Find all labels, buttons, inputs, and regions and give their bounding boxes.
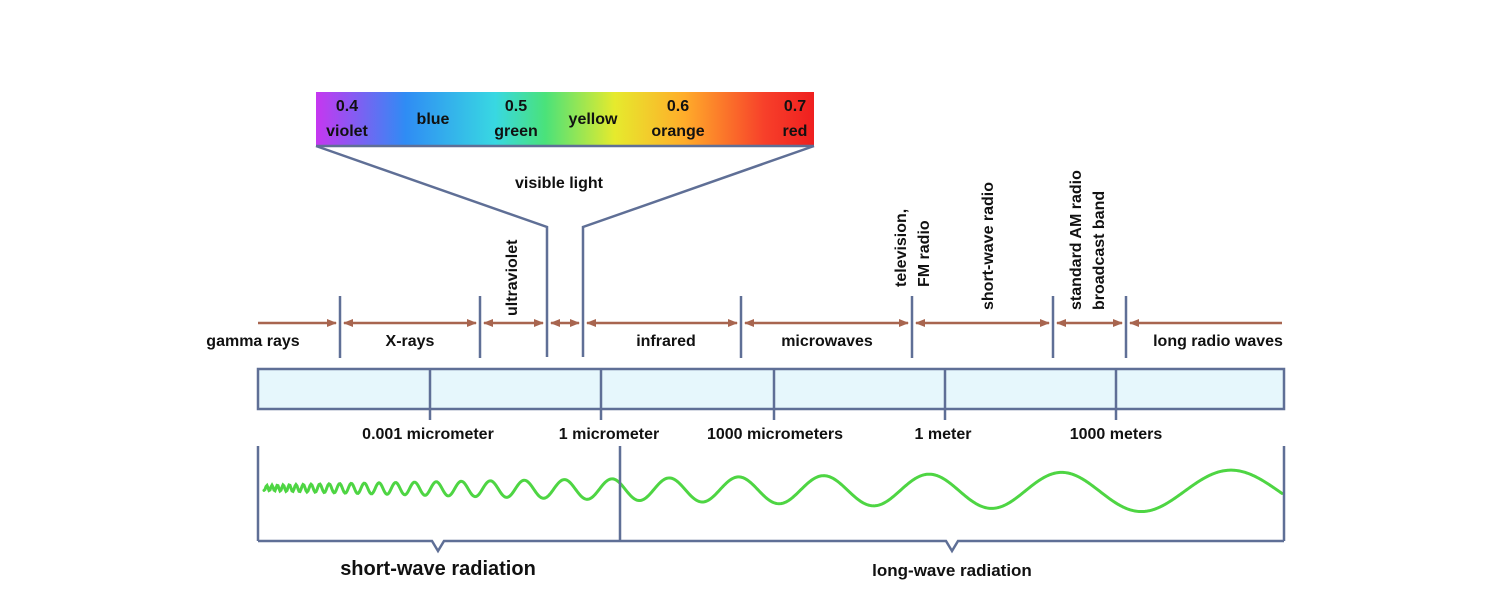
band-label-x-rays: X-rays	[386, 333, 435, 350]
band-label-microwaves: microwaves	[781, 333, 873, 350]
visible-cell-red: 0.7 red	[783, 98, 808, 140]
visible-name-orange: orange	[651, 123, 704, 140]
long-wave-brace	[620, 539, 1284, 554]
visible-name-violet: violet	[326, 123, 368, 140]
short-wave-radiation-label: short-wave radiation	[340, 558, 536, 580]
visible-cell-yellow: yellow	[569, 111, 618, 128]
scale-label-1: 1 micrometer	[559, 426, 660, 443]
visible-name-red: red	[783, 123, 808, 140]
band-label-gamma-rays: gamma rays	[206, 333, 299, 350]
visible-light-label: visible light	[515, 175, 604, 192]
long-wave-radiation-label: long-wave radiation	[872, 561, 1032, 580]
visible-name-green: green	[494, 123, 538, 140]
scale-label-0: 0.001 micrometer	[362, 426, 494, 443]
visible-cell-blue: blue	[417, 111, 450, 128]
wavelength-scale-bar	[256, 367, 1286, 411]
band-label-ultraviolet: ultraviolet	[504, 239, 521, 316]
visible-funnel-right	[581, 144, 815, 357]
band-label-infrared: infrared	[636, 333, 696, 350]
visible-value-green: 0.5	[505, 98, 527, 115]
band-label-long-radio-waves: long radio waves	[1153, 333, 1283, 350]
visible-cell-green: 0.5 green	[494, 98, 538, 140]
visible-spectrum-bar	[316, 92, 814, 146]
band-label-television: television,	[893, 209, 910, 287]
visible-name-blue: blue	[417, 111, 450, 128]
radiation-braces	[256, 446, 1286, 554]
band-label-short-wave-radio: short-wave radio	[980, 182, 997, 310]
scale-label-4: 1000 meters	[1070, 426, 1163, 443]
visible-cell-violet: 0.4 violet	[326, 98, 368, 140]
band-label-standard-am-radio: standard AM radio	[1068, 170, 1085, 310]
visible-cell-orange: 0.6 orange	[651, 98, 704, 140]
scale-ticks	[428, 369, 1118, 420]
visible-value-violet: 0.4	[336, 98, 358, 115]
radiation-wave	[262, 468, 1284, 514]
visible-funnel-left	[315, 144, 549, 357]
visible-name-yellow: yellow	[569, 111, 618, 128]
band-label-fm-radio: FM radio	[916, 220, 933, 287]
short-wave-brace	[258, 539, 620, 554]
visible-value-red: 0.7	[784, 98, 806, 115]
visible-value-orange: 0.6	[667, 98, 689, 115]
band-dividers	[338, 296, 1128, 358]
band-label-broadcast-band: broadcast band	[1091, 191, 1108, 310]
scale-label-2: 1000 micrometers	[707, 426, 843, 443]
scale-label-3: 1 meter	[915, 426, 972, 443]
